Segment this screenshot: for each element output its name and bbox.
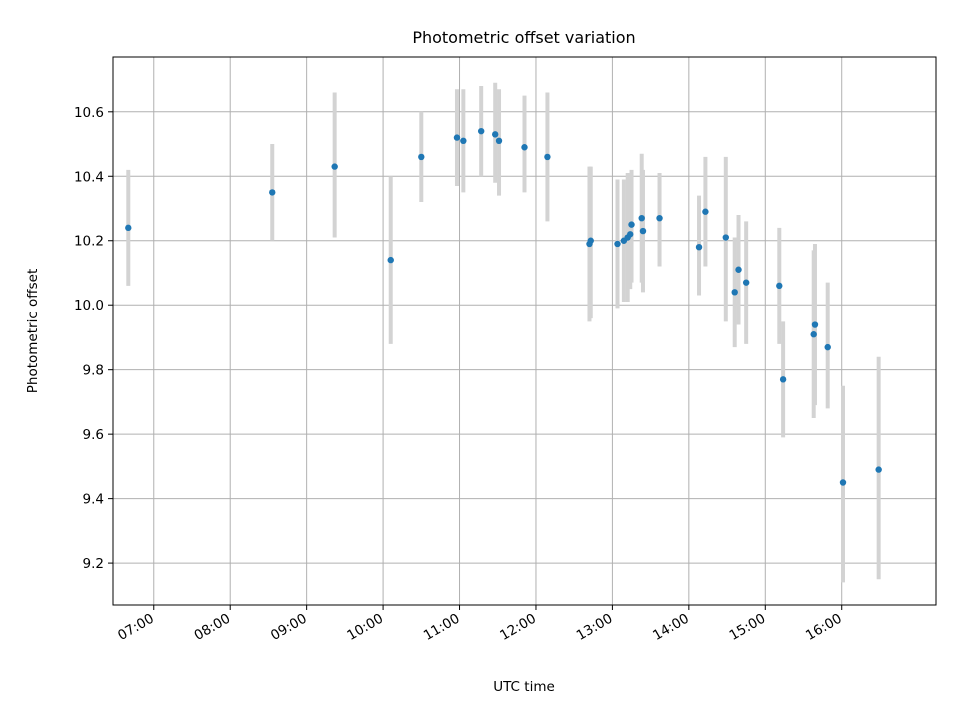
data-point — [125, 224, 132, 232]
data-point — [722, 234, 729, 241]
x-axis: 07:00 08:00 09:00 10:00 11:00 12:00 13:00 14:00… — [115, 605, 845, 644]
plot-frame — [112, 56, 937, 606]
y-tick-label: 10.4 — [74, 169, 104, 185]
x-axis-label: UTC time — [493, 679, 555, 695]
y-tick-label: 9.4 — [83, 492, 104, 508]
data-point — [491, 131, 499, 138]
y-tick-label: 9.6 — [83, 427, 104, 443]
y-axis: 9.2 9.4 9.6 9.8 10.0 10.2 10.4 10.6 — [74, 105, 113, 572]
data-point — [387, 256, 394, 264]
x-tick-label: 12:00 — [497, 611, 539, 644]
data-point — [702, 208, 709, 215]
x-tick-label: 14:00 — [650, 611, 692, 644]
y-axis-label: Photometric offset — [25, 269, 41, 393]
y-tick-label: 9.8 — [83, 363, 104, 379]
data-point — [544, 153, 551, 161]
data-point — [331, 163, 338, 170]
data-points — [125, 127, 882, 486]
data-point — [839, 479, 847, 486]
data-point — [779, 376, 787, 383]
data-point — [731, 289, 738, 296]
data-point — [453, 134, 461, 141]
chart-title: Photometric offset variation — [412, 28, 635, 47]
data-point — [460, 137, 467, 145]
x-tick-label: 08:00 — [192, 611, 234, 644]
y-tick-label: 10.0 — [74, 298, 104, 314]
data-point — [656, 214, 663, 222]
data-point — [628, 221, 635, 228]
y-tick-label: 9.2 — [83, 556, 104, 572]
data-point — [776, 282, 783, 290]
x-tick-label: 11:00 — [421, 611, 463, 644]
data-point — [695, 243, 703, 251]
x-tick-label: 13:00 — [574, 611, 616, 644]
data-point — [875, 466, 882, 473]
y-tick-label: 10.2 — [74, 234, 104, 250]
x-tick-label: 16:00 — [803, 611, 845, 644]
data-point — [495, 137, 503, 145]
data-point — [811, 321, 819, 328]
data-point — [418, 153, 425, 161]
data-point — [521, 144, 528, 151]
data-point — [627, 231, 634, 238]
x-tick-label: 10:00 — [344, 611, 386, 644]
data-point — [587, 237, 594, 244]
x-tick-label: 09:00 — [268, 611, 310, 644]
data-point — [639, 227, 647, 235]
x-tick-label: 15:00 — [727, 611, 769, 644]
data-point — [269, 189, 276, 196]
data-point — [742, 279, 750, 286]
data-point — [810, 331, 817, 338]
errorbars — [126, 82, 881, 583]
data-point — [638, 214, 645, 222]
data-point — [824, 343, 831, 351]
data-point — [735, 266, 742, 273]
data-point — [614, 240, 621, 248]
x-tick-label: 07:00 — [115, 611, 157, 644]
data-point — [477, 127, 485, 135]
y-tick-label: 10.6 — [74, 105, 104, 121]
